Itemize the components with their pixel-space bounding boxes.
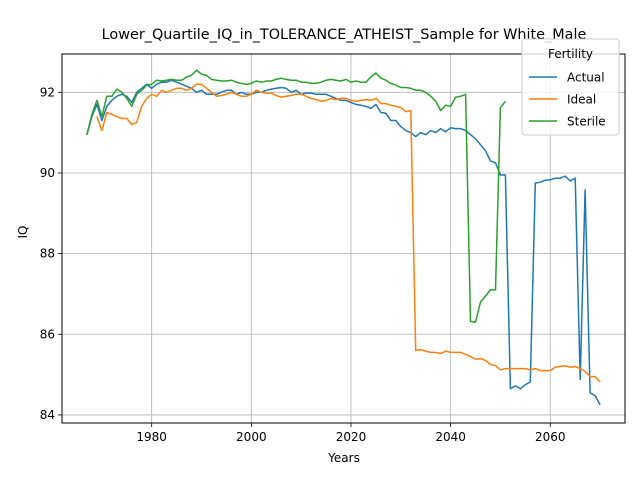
y-axis-label: IQ xyxy=(16,226,30,239)
legend: Fertility Actual Ideal Sterile xyxy=(522,39,619,135)
x-tick-label: 2020 xyxy=(336,430,367,444)
legend-title: Fertility xyxy=(548,47,593,61)
y-tick-label: 88 xyxy=(40,247,55,261)
chart-title: Lower_Quartile_IQ_in_TOLERANCE_ATHEIST_S… xyxy=(102,27,587,43)
x-tick-label: 1980 xyxy=(136,430,167,444)
x-tick-label: 2000 xyxy=(236,430,267,444)
legend-label-actual: Actual xyxy=(567,71,605,85)
y-tick-label: 84 xyxy=(40,408,55,422)
y-tick-label: 86 xyxy=(40,327,55,341)
y-tick-label: 92 xyxy=(40,85,55,99)
x-tick-label: 2040 xyxy=(435,430,466,444)
y-tick-label: 90 xyxy=(40,166,55,180)
x-tick-label: 2060 xyxy=(535,430,566,444)
legend-label-sterile: Sterile xyxy=(567,115,606,129)
x-axis-label: Years xyxy=(327,451,360,465)
legend-label-ideal: Ideal xyxy=(567,93,596,107)
